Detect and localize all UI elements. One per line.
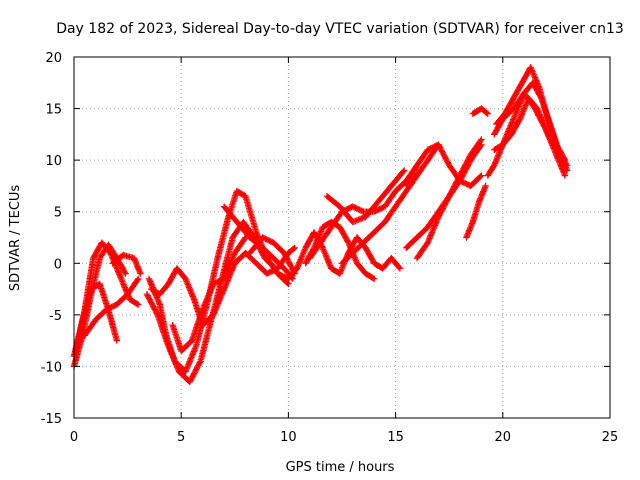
series-markers bbox=[338, 141, 442, 267]
series-track-8 bbox=[148, 244, 298, 329]
series-track-4 bbox=[81, 275, 142, 339]
series-markers bbox=[413, 136, 485, 262]
series-markers bbox=[109, 251, 144, 277]
series-track-20 bbox=[463, 182, 489, 241]
x-tick-label: 0 bbox=[70, 430, 78, 445]
axis-ticks: 0 5 10 15 20 25 -15 -10 -5 0 5 10 15 20 bbox=[41, 51, 619, 445]
y-tick-label: -5 bbox=[49, 309, 62, 324]
x-tick-label: 10 bbox=[280, 430, 297, 445]
x-tick-label: 25 bbox=[602, 430, 619, 445]
series-track-3 bbox=[72, 239, 142, 355]
y-tick-label: 15 bbox=[45, 103, 62, 118]
series-markers bbox=[323, 167, 408, 226]
series-markers bbox=[246, 234, 298, 277]
series-markers bbox=[72, 239, 142, 355]
series-markers bbox=[81, 275, 142, 339]
series-track-24 bbox=[491, 95, 569, 179]
data-marks bbox=[70, 64, 571, 386]
x-tick-label: 5 bbox=[177, 430, 185, 445]
y-tick-label: -15 bbox=[41, 412, 62, 427]
series-track-16 bbox=[338, 141, 442, 267]
series-markers bbox=[169, 234, 249, 355]
x-tick-label: 20 bbox=[495, 430, 512, 445]
series-track-11 bbox=[246, 234, 298, 277]
series-track-5 bbox=[109, 251, 144, 277]
series-track-10 bbox=[220, 203, 296, 282]
x-tick-label: 15 bbox=[387, 430, 404, 445]
series-markers bbox=[493, 64, 569, 164]
series-markers bbox=[220, 203, 296, 282]
x-axis-label: GPS time / hours bbox=[286, 460, 395, 475]
y-tick-label: -10 bbox=[41, 360, 62, 375]
series-track-25 bbox=[469, 105, 491, 117]
series-markers bbox=[148, 244, 298, 329]
y-axis-label: SDTVAR / TECUs bbox=[8, 185, 23, 292]
y-tick-label: 10 bbox=[45, 154, 62, 169]
series-markers bbox=[491, 95, 569, 179]
series-markers bbox=[463, 182, 489, 241]
series-markers bbox=[469, 105, 491, 117]
plot-frame bbox=[73, 56, 611, 419]
y-tick-label: 20 bbox=[45, 51, 62, 66]
series-track-19 bbox=[413, 136, 485, 262]
series-track-9 bbox=[169, 234, 249, 355]
series-track-23 bbox=[493, 64, 569, 164]
series-track-15 bbox=[323, 167, 408, 226]
series-track-12 bbox=[274, 229, 404, 282]
y-tick-label: 0 bbox=[54, 257, 62, 272]
chart-title: Day 182 of 2023, Sidereal Day-to-day VTE… bbox=[56, 21, 624, 37]
y-tick-label: 5 bbox=[54, 206, 62, 221]
series-markers bbox=[274, 229, 404, 282]
grid bbox=[74, 57, 610, 418]
